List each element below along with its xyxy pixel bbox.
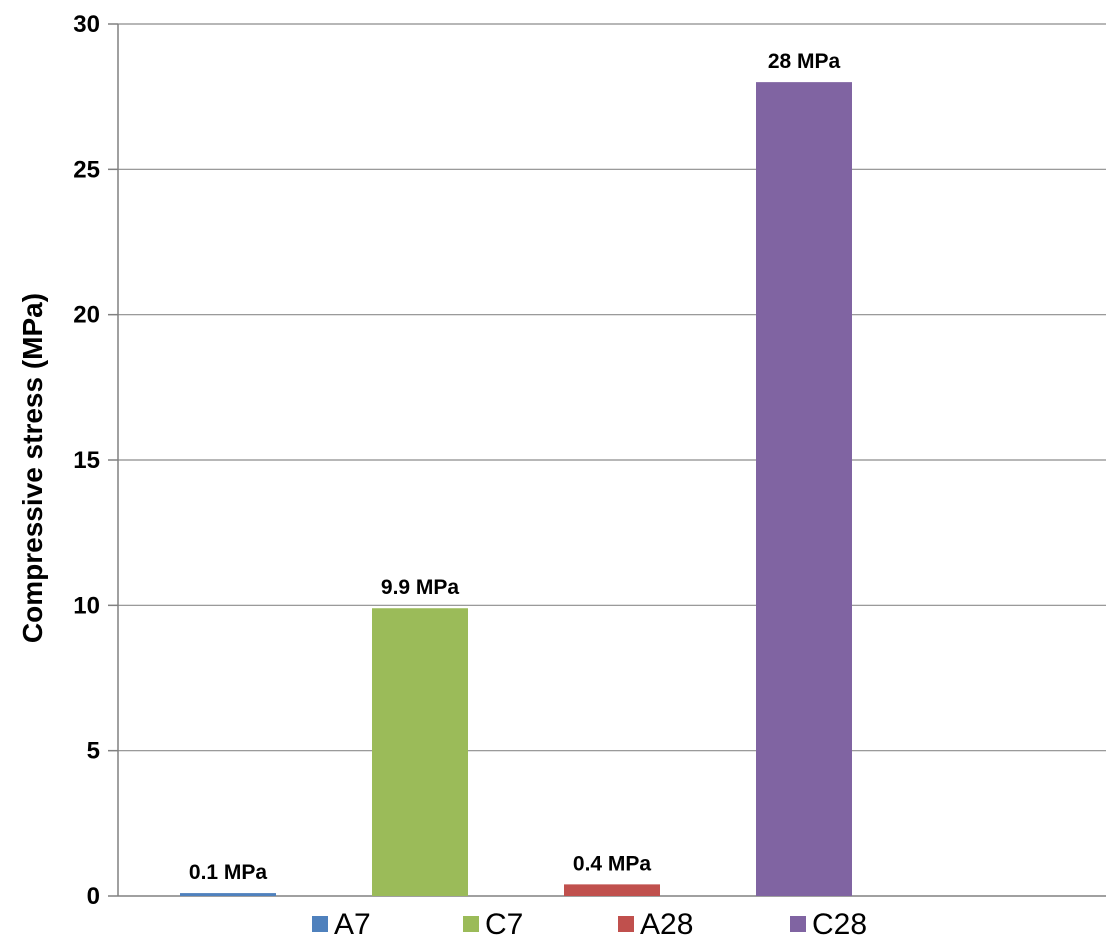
legend-swatch-a28 — [618, 916, 634, 932]
data-label-a28: 0.4 MPa — [573, 852, 652, 875]
y-axis-tick-labels: 0 5 10 15 20 25 30 — [73, 11, 100, 910]
legend-label-a7: A7 — [334, 908, 371, 941]
y-tick-label: 5 — [87, 738, 100, 765]
bar-a7 — [180, 893, 276, 896]
legend-label-c7: C7 — [485, 908, 523, 941]
gridlines — [108, 23, 1106, 897]
y-axis-title: Compressive stress (MPa) — [17, 293, 48, 643]
data-label-a7: 0.1 MPa — [189, 861, 268, 884]
legend: A7 C7 A28 C28 — [312, 908, 867, 941]
y-tick-label: 10 — [73, 592, 100, 619]
y-tick-label: 25 — [73, 156, 100, 183]
y-tick-label: 0 — [87, 883, 100, 910]
legend-label-c28: C28 — [812, 908, 867, 941]
bar-c28 — [756, 82, 852, 897]
data-labels: 0.1 MPa 9.9 MPa 0.4 MPa 28 MPa — [189, 50, 841, 884]
bars — [180, 82, 852, 897]
bar-c7 — [372, 608, 468, 896]
data-label-c7: 9.9 MPa — [381, 576, 460, 599]
y-tick-label: 20 — [73, 302, 100, 329]
data-label-c28: 28 MPa — [768, 50, 841, 73]
legend-swatch-a7 — [312, 916, 328, 932]
legend-swatch-c7 — [463, 916, 479, 932]
y-tick-label: 30 — [73, 11, 100, 38]
bar-a28 — [564, 884, 660, 896]
y-tick-label: 15 — [73, 447, 100, 474]
legend-label-a28: A28 — [640, 908, 693, 941]
legend-swatch-c28 — [790, 916, 806, 932]
